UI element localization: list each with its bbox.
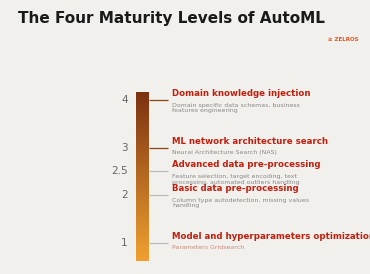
- Text: 2: 2: [121, 190, 128, 200]
- Text: 4: 4: [121, 95, 128, 105]
- Text: Basic data pre-processing: Basic data pre-processing: [172, 184, 299, 193]
- Text: Parameters Gridsearch: Parameters Gridsearch: [172, 245, 244, 250]
- Text: Column type autodetection, missing values
handling: Column type autodetection, missing value…: [172, 198, 309, 209]
- Text: Advanced data pre-processing: Advanced data pre-processing: [172, 160, 320, 169]
- Text: Feature selection, target encoding, text
processing, automated outliers handling: Feature selection, target encoding, text…: [172, 174, 300, 185]
- Text: Domain knowledge injection: Domain knowledge injection: [172, 89, 310, 98]
- Text: ≥ ZELROS: ≥ ZELROS: [328, 37, 359, 42]
- Text: 2.5: 2.5: [111, 166, 128, 176]
- Text: Neural Architecture Search (NAS): Neural Architecture Search (NAS): [172, 150, 277, 155]
- Text: The Four Maturity Levels of AutoML: The Four Maturity Levels of AutoML: [18, 11, 325, 26]
- Text: ML network architecture search: ML network architecture search: [172, 136, 328, 145]
- Text: Model and hyperparameters optimization: Model and hyperparameters optimization: [172, 232, 370, 241]
- Text: 3: 3: [121, 143, 128, 153]
- Text: Domain specific data schemas, business
features engineering: Domain specific data schemas, business f…: [172, 102, 300, 113]
- Text: 1: 1: [121, 238, 128, 248]
